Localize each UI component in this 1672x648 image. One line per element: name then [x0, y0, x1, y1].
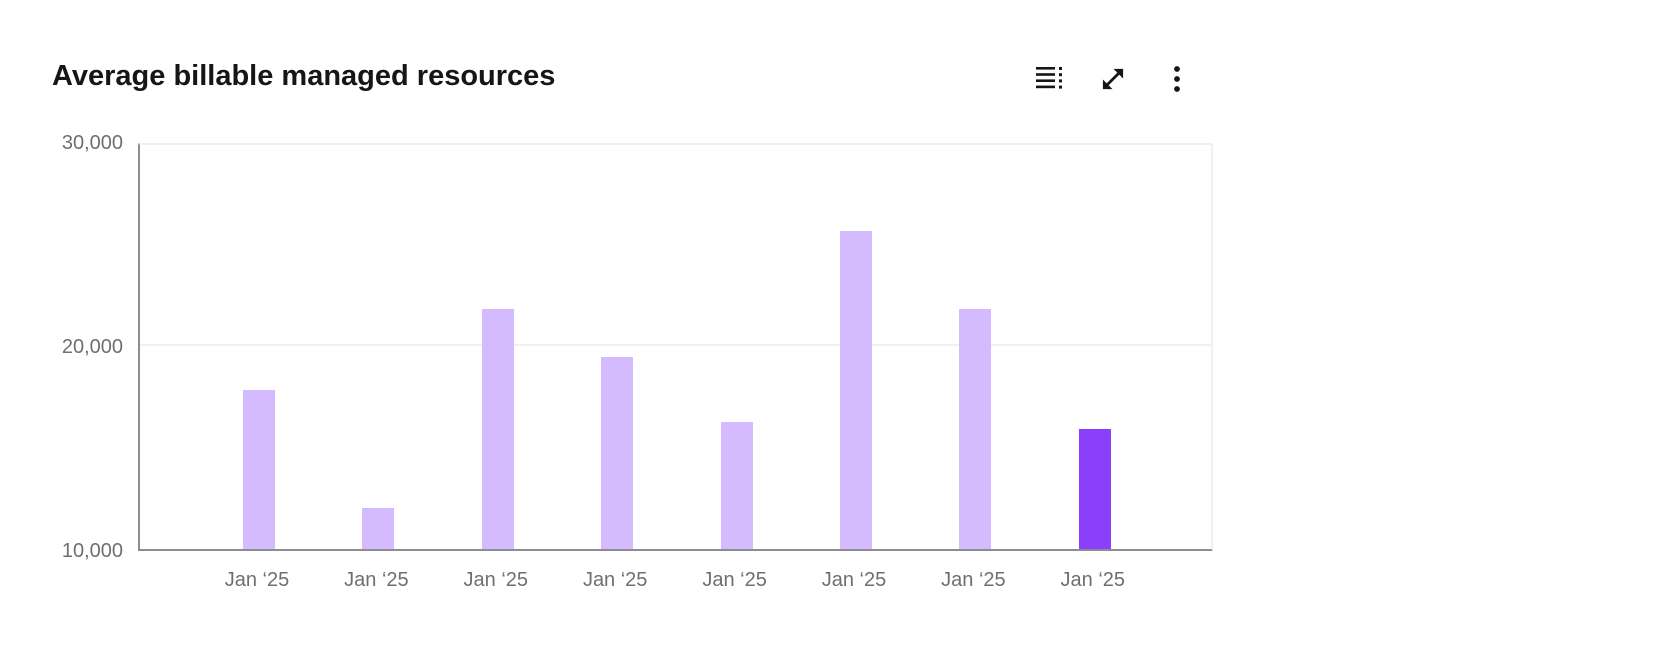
bar[interactable] — [720, 421, 753, 549]
maximize-button[interactable] — [1090, 56, 1136, 102]
chart-toolbar — [1026, 56, 1200, 102]
x-tick-label: Jan ‘25 — [941, 569, 1006, 591]
x-tick-label: Jan ‘25 — [463, 569, 529, 591]
bar[interactable] — [1078, 428, 1111, 549]
bar-chart-plot-area — [138, 143, 1213, 551]
y-tick-label: 20,000 — [61, 336, 123, 358]
bar[interactable] — [601, 357, 634, 549]
x-tick-label: Jan ‘25 — [821, 569, 887, 591]
x-tick-label: Jan ‘25 — [1060, 569, 1126, 591]
bar[interactable] — [362, 508, 395, 549]
x-tick-label: Jan ‘25 — [344, 569, 409, 591]
x-tick-label: Jan ‘25 — [582, 569, 648, 591]
y-tick-label: 10,000 — [61, 540, 123, 562]
y-tick-label: 30,000 — [61, 132, 123, 154]
gridline — [140, 344, 1211, 346]
data-table-icon — [1036, 67, 1062, 89]
bar[interactable] — [243, 389, 275, 549]
x-tick-label: Jan ‘25 — [702, 569, 767, 591]
show-table-button[interactable] — [1026, 56, 1072, 102]
maximize-icon — [1102, 68, 1124, 90]
overflow-menu-icon — [1174, 66, 1180, 92]
bar[interactable] — [840, 230, 872, 549]
bar[interactable] — [959, 309, 992, 549]
x-tick-label: Jan ‘25 — [224, 569, 290, 591]
chart-title: Average billable managed resources — [52, 60, 556, 92]
bar[interactable] — [481, 309, 514, 549]
overflow-menu-button[interactable] — [1154, 56, 1200, 102]
